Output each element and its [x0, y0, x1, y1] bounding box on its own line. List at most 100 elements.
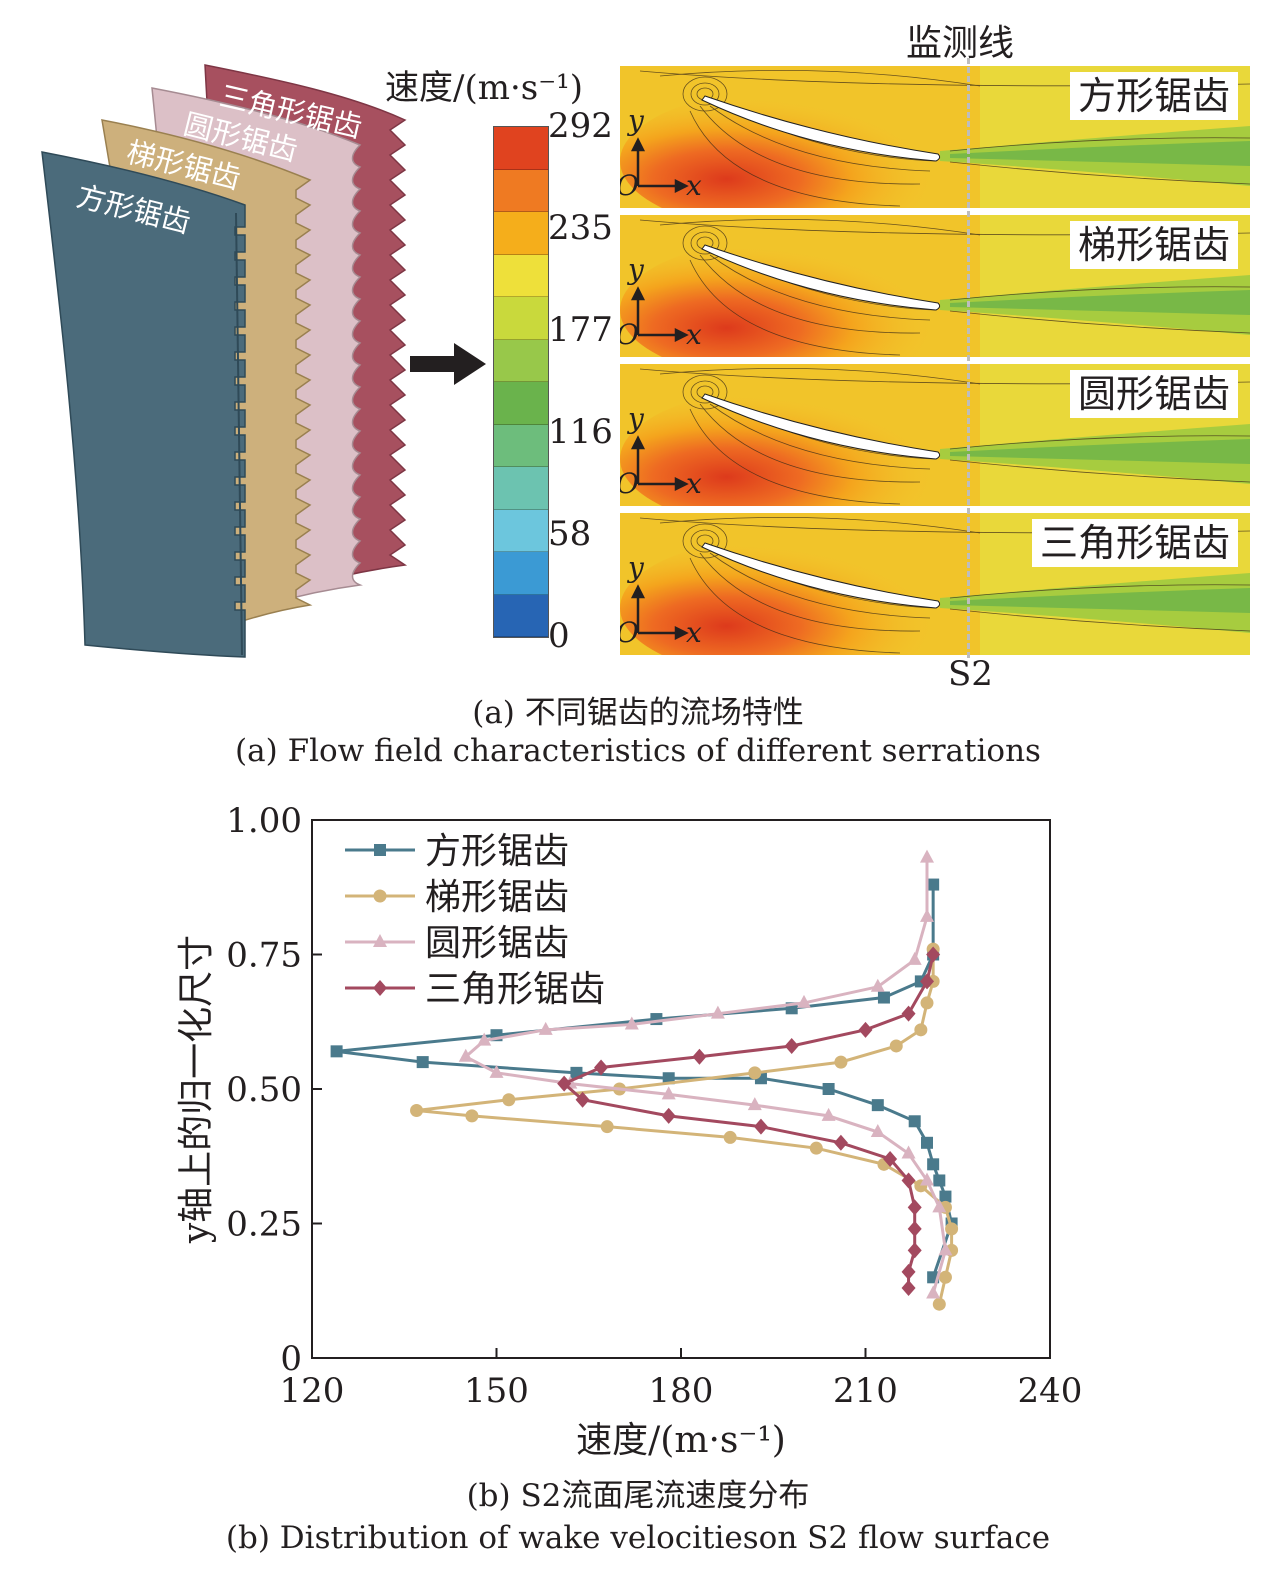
axis-y-label: y: [628, 551, 644, 584]
caption-a-cn: (a) 不同锯齿的流场特性: [472, 695, 804, 731]
x-tick-label: 150: [464, 1371, 529, 1411]
colorbar-tick-58: 58: [548, 514, 592, 554]
data-point: [932, 1199, 947, 1213]
data-point: [477, 1032, 492, 1046]
flow-panel-trapezoid: 梯形锯齿 y x O: [620, 215, 1250, 357]
data-point: [809, 1141, 823, 1155]
axis-x-label: x: [686, 318, 702, 351]
colorbar-band: [494, 254, 548, 297]
y-axis-label: y轴上的归一化尺寸: [176, 935, 217, 1244]
colorbar-tick-0: 0: [548, 616, 570, 656]
data-point: [901, 1005, 916, 1022]
axis-origin-label: O: [620, 467, 639, 500]
data-point: [914, 1023, 928, 1037]
legend-marker: [373, 889, 387, 903]
x-tick-label: 240: [1018, 1371, 1083, 1411]
legend-marker: [373, 934, 387, 947]
data-point: [797, 994, 811, 1008]
data-point: [907, 1242, 922, 1259]
flow-panel-square: 方形锯齿 y x O: [620, 66, 1250, 208]
data-point: [753, 1118, 768, 1135]
caption-a-en: (a) Flow field characteristics of differ…: [235, 733, 1041, 769]
arrow-right-icon: [410, 343, 486, 385]
data-point: [489, 1064, 504, 1078]
data-point: [920, 849, 934, 863]
colorbar-band: [494, 127, 548, 170]
surface-label-s2: S2: [948, 654, 993, 694]
data-point: [901, 1280, 916, 1297]
data-point: [920, 973, 934, 990]
y-tick-label: 0: [280, 1339, 302, 1379]
x-tick-label: 210: [833, 1371, 898, 1411]
data-point: [661, 1086, 676, 1100]
data-point: [927, 878, 940, 891]
data-point: [747, 1097, 762, 1111]
data-point: [908, 1115, 921, 1128]
colorbar-band: [494, 382, 548, 425]
data-point: [901, 1263, 916, 1280]
data-point: [932, 1297, 946, 1311]
data-point: [858, 1021, 873, 1038]
data-point: [723, 1130, 737, 1144]
colorbar: [493, 126, 549, 638]
colorbar-title: 速度/(m·s⁻¹): [385, 68, 584, 108]
data-point: [889, 1039, 903, 1053]
caption-b-en: (b) Distribution of wake velocitieson S2…: [225, 1520, 1051, 1556]
flow-panel-triangle: 三角形锯齿 y x O: [620, 513, 1250, 655]
colorbar-band: [494, 509, 548, 552]
data-point: [938, 1270, 952, 1284]
data-point: [927, 1158, 940, 1171]
data-point: [465, 1109, 479, 1123]
data-point: [926, 1285, 941, 1299]
colorbar-band: [494, 467, 548, 510]
data-point: [822, 1083, 835, 1095]
data-point: [662, 1072, 675, 1085]
data-point: [901, 1145, 916, 1159]
data-point: [901, 1172, 916, 1189]
data-point: [833, 1134, 848, 1151]
data-point: [920, 908, 934, 922]
data-point: [458, 1048, 473, 1062]
flow-panel-label: 圆形锯齿: [1069, 370, 1238, 418]
data-point: [330, 1045, 343, 1058]
monitor-line-label: 监测线: [906, 23, 1015, 64]
flow-panel-round: 圆形锯齿 y x O: [620, 364, 1250, 506]
data-point: [661, 1107, 676, 1124]
x-axis-label: 速度/(m·s⁻¹): [576, 1420, 786, 1461]
y-tick-label: 0.50: [226, 1070, 302, 1110]
colorbar-band: [494, 339, 548, 382]
axis-origin-label: O: [620, 169, 639, 202]
axis-x-label: x: [686, 616, 702, 649]
axis-y-label: y: [628, 253, 644, 286]
axis-x-label: x: [686, 169, 702, 202]
colorbar-band: [494, 212, 548, 255]
x-tick-label: 180: [649, 1371, 714, 1411]
wake-velocity-chart: 120 150 180 210 240 0 0.25 0.50 0.75 1.00 速度/(m·s⁻…: [176, 801, 1083, 1461]
flow-panel-label: 方形锯齿: [1069, 72, 1238, 120]
data-point: [624, 1016, 639, 1030]
y-tick-label: 0.75: [226, 936, 302, 976]
colorbar-tick-292: 292: [548, 106, 613, 146]
legend-label: 圆形锯齿: [425, 923, 569, 964]
y-tick-label: 0.25: [226, 1205, 302, 1245]
data-point: [870, 1124, 885, 1138]
flow-panel-label: 梯形锯齿: [1069, 221, 1238, 269]
axis-y-label: y: [628, 402, 644, 435]
x-tick-label: 120: [280, 1371, 345, 1411]
blade-square: [41, 151, 246, 658]
data-point: [821, 1107, 836, 1121]
colorbar-band: [494, 552, 548, 595]
axis-y-label: y: [628, 104, 644, 137]
data-point: [784, 1037, 799, 1054]
data-point: [907, 1220, 922, 1237]
y-tick-label: 1.00: [226, 801, 302, 841]
data-point: [938, 1242, 953, 1256]
legend-label: 方形锯齿: [425, 831, 569, 872]
data-point: [502, 1093, 516, 1107]
data-point: [416, 1056, 429, 1069]
data-point: [921, 1136, 933, 1149]
serrated-blades-illustration: 三角形锯齿 圆形锯齿 梯形锯齿 方形锯齿: [41, 64, 408, 658]
data-point: [870, 978, 885, 992]
colorbar-tick-116: 116: [548, 412, 613, 452]
data-point: [410, 1104, 424, 1118]
